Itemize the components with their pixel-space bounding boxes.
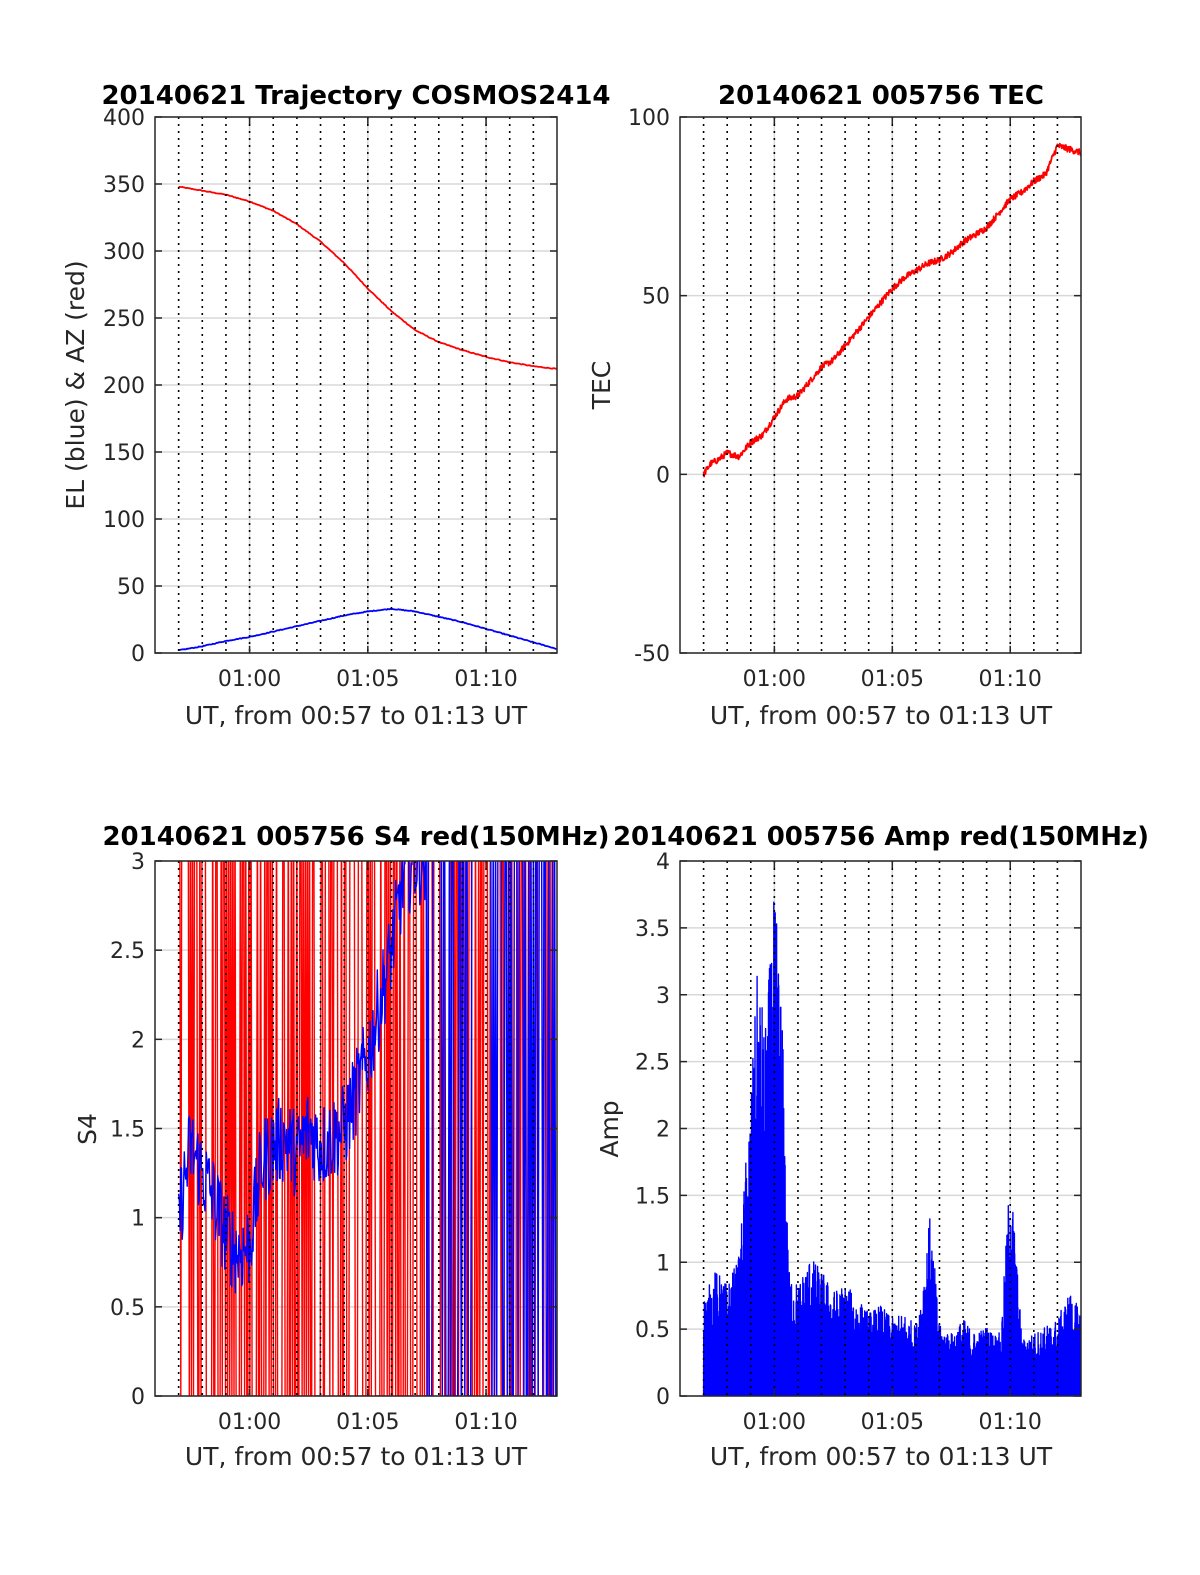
s4-ytick-label: 2 [131, 1028, 145, 1053]
s4-minute-lines [177, 861, 535, 1396]
s4-plot-area [177, 861, 557, 1396]
amp-minute-lines [702, 861, 1059, 1396]
tec-panel: 20140621 005756 TEC UT, from 00:57 to 01… [587, 81, 1082, 730]
s4-xtick-label: 01:05 [336, 1410, 399, 1435]
trajectory-panel: 20140621 Trajectory COSMOS2414 UT, from … [61, 81, 611, 730]
amp-xtick-label: 01:00 [743, 1410, 806, 1435]
s4-ytick-label: 1.5 [110, 1118, 145, 1143]
s4-ytick-label: 3 [131, 850, 145, 875]
amp-title: 20140621 005756 Amp red(150MHz) [613, 822, 1149, 852]
amp-ytick-label: 3.5 [635, 917, 670, 942]
tec-plot-area [702, 142, 1081, 478]
trajectory-xlabel: UT, from 00:57 to 01:13 UT [185, 701, 528, 730]
s4-ytick-label: 0 [131, 1385, 145, 1410]
trajectory-series-group [178, 185, 557, 651]
tec-xlabel: UT, from 00:57 to 01:13 UT [710, 701, 1053, 730]
tec-ytick-label: 50 [642, 285, 670, 310]
amp-ytick-label: 3 [656, 984, 670, 1009]
amp-xtick-label: 01:05 [861, 1410, 924, 1435]
trajectory-series-1-line [178, 607, 557, 651]
trajectory-series-0-line [178, 185, 557, 370]
tec-ytick-label: 0 [656, 463, 670, 488]
tec-xtick-label: 01:10 [979, 667, 1042, 692]
trajectory-ytick-label: 350 [103, 173, 145, 198]
s4-series-group [177, 861, 557, 1396]
amp-panel: 20140621 005756 Amp red(150MHz) UT, from… [595, 822, 1149, 1471]
s4-xlabel: UT, from 00:57 to 01:13 UT [185, 1442, 528, 1471]
trajectory-ytick-label: 50 [117, 575, 145, 600]
tec-xtick-label: 01:00 [743, 667, 806, 692]
amp-ytick-label: 1 [656, 1251, 670, 1276]
s4-ytick-label: 1 [131, 1207, 145, 1232]
s4-series-1-line [177, 861, 557, 1396]
tec-minute-lines [702, 117, 1059, 653]
trajectory-ylabel: EL (blue) & AZ (red) [61, 260, 90, 509]
s4-ylabel: S4 [73, 1113, 102, 1145]
amp-ytick-label: 4 [656, 850, 670, 875]
tec-series-0-line [702, 142, 1081, 478]
trajectory-plot-area [178, 185, 557, 651]
tec-series-group [702, 142, 1081, 478]
trajectory-ytick-label: 100 [103, 508, 145, 533]
amp-ytick-label: 0 [656, 1385, 670, 1410]
s4-xtick-label: 01:00 [218, 1410, 281, 1435]
tec-ytick-label: 100 [628, 106, 670, 131]
amp-ylabel: Amp [595, 1100, 624, 1157]
amp-ytick-label: 2.5 [635, 1051, 670, 1076]
tec-ylabel: TEC [587, 361, 616, 411]
amp-ytick-label: 1.5 [635, 1184, 670, 1209]
tec-xtick-label: 01:05 [861, 667, 924, 692]
amp-ytick-label: 0.5 [635, 1318, 670, 1343]
amp-ytick-label: 2 [656, 1118, 670, 1143]
trajectory-title: 20140621 Trajectory COSMOS2414 [101, 81, 610, 111]
amp-xtick-label: 01:10 [979, 1410, 1042, 1435]
s4-ytick-label: 0.5 [110, 1296, 145, 1321]
s4-title: 20140621 005756 S4 red(150MHz) [102, 822, 609, 852]
trajectory-ytick-label: 400 [103, 106, 145, 131]
trajectory-ytick-label: 150 [103, 441, 145, 466]
s4-series-0-line [179, 861, 554, 1396]
trajectory-ytick-label: 300 [103, 240, 145, 265]
trajectory-ytick-label: 200 [103, 374, 145, 399]
trajectory-xtick-label: 01:10 [454, 667, 517, 692]
tec-ytick-label: -50 [634, 642, 670, 667]
amp-xlabel: UT, from 00:57 to 01:13 UT [710, 1442, 1053, 1471]
trajectory-ytick-label: 0 [131, 642, 145, 667]
tec-title: 20140621 005756 TEC [718, 81, 1044, 111]
trajectory-minute-lines [177, 117, 535, 653]
trajectory-xtick-label: 01:00 [218, 667, 281, 692]
tec-axes-box [679, 116, 1082, 654]
s4-xtick-label: 01:10 [454, 1410, 517, 1435]
trajectory-ytick-label: 250 [103, 307, 145, 332]
s4-panel: 20140621 005756 S4 red(150MHz) UT, from … [73, 822, 610, 1471]
trajectory-xtick-label: 01:05 [336, 667, 399, 692]
s4-ytick-label: 2.5 [110, 939, 145, 964]
